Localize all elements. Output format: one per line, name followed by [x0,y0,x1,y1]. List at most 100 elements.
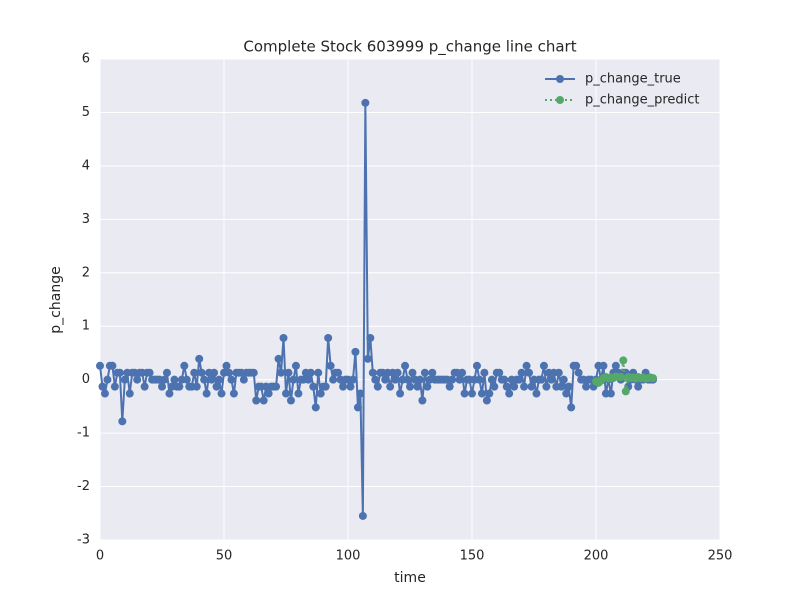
y-tick-label: 6 [82,52,90,67]
point [428,368,437,377]
point [314,368,323,377]
point [547,375,556,384]
point [227,375,236,384]
point [475,375,484,384]
point [108,361,117,370]
point [415,375,424,384]
point [477,389,486,398]
y-tick-label: -3 [77,533,90,548]
point [525,368,534,377]
legend-marker [556,75,564,83]
point [279,333,288,342]
point [217,389,226,398]
point [289,375,298,384]
point [321,382,330,391]
point [361,98,370,107]
point [224,368,233,377]
point [574,368,583,377]
point [291,361,300,370]
point [649,374,658,383]
chart-title: Complete Stock 603999 p_change line char… [243,38,576,57]
point [522,361,531,370]
x-tick-label: 150 [460,549,485,564]
point [515,375,524,384]
point [120,375,129,384]
y-tick-label: 3 [82,212,90,227]
point [413,382,422,391]
point [180,361,189,370]
point [115,368,124,377]
point [182,375,191,384]
y-tick-label: 5 [82,105,90,120]
point [420,368,429,377]
point [505,389,514,398]
point [334,368,343,377]
point [542,382,551,391]
point [455,375,464,384]
point [170,375,179,384]
point [554,368,563,377]
point [532,389,541,398]
point [472,361,481,370]
point [485,389,494,398]
point [133,375,142,384]
point [448,375,457,384]
point [294,389,303,398]
point [572,361,581,370]
point [284,368,293,377]
point [445,382,454,391]
point [527,382,536,391]
point [202,389,211,398]
point [487,375,496,384]
point [634,382,643,391]
point [118,417,127,426]
point [356,389,365,398]
point [158,382,166,391]
x-axis-label: time [394,570,426,586]
point [539,361,548,370]
point [252,396,261,405]
point [391,375,400,384]
point [329,375,338,384]
point [165,389,174,398]
point [259,396,268,405]
point [460,389,469,398]
point [619,356,628,365]
point [611,361,620,370]
point [408,368,417,377]
point [353,403,362,412]
point [490,382,499,391]
point [160,375,169,384]
x-tick-label: 100 [336,549,361,564]
y-tick-label: -2 [77,479,90,494]
point [371,375,380,384]
y-tick-label: 1 [82,319,90,334]
point [98,382,107,391]
x-tick-label: 0 [96,549,104,564]
point [562,389,571,398]
point [616,372,625,381]
point [559,375,568,384]
point [110,382,119,391]
point [520,382,529,391]
x-tick-label: 200 [584,549,609,564]
point [239,375,248,384]
y-tick-label: 0 [82,372,90,387]
y-tick-label: 2 [82,265,90,280]
point [215,375,224,384]
point [373,382,382,391]
y-tick-label: 4 [82,158,90,173]
point [140,382,149,391]
point [621,387,630,396]
point [502,382,511,391]
point [348,375,357,384]
point [282,389,290,398]
point [403,375,412,384]
point [482,396,491,405]
point [458,368,467,377]
point [500,375,509,384]
point [162,368,171,377]
point [582,382,591,391]
point [381,375,390,384]
